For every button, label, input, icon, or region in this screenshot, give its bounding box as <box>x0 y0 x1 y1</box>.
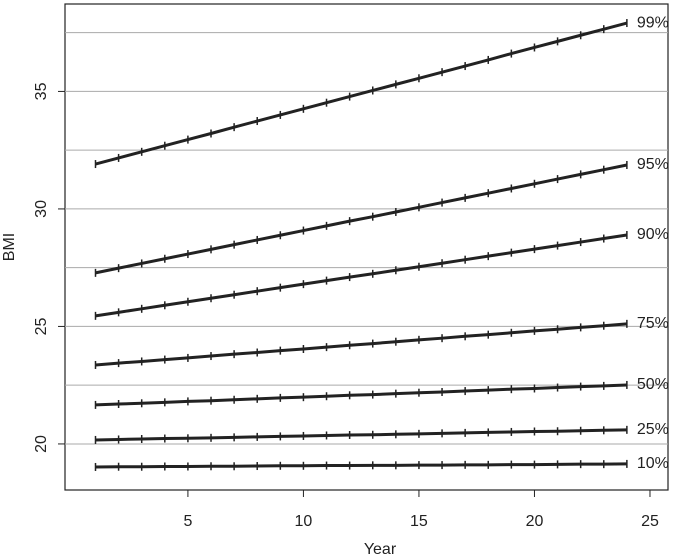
series-line <box>95 233 628 318</box>
x-tick-label: 5 <box>183 513 192 530</box>
x-tick-label: 25 <box>641 513 659 530</box>
legend-label: 99% <box>637 14 669 31</box>
legend-label: 50% <box>637 376 669 393</box>
series-line <box>95 462 627 469</box>
series-line <box>95 428 627 442</box>
x-tick-label: 20 <box>526 513 544 530</box>
y-tick-label: 35 <box>33 82 50 100</box>
plot-frame <box>64 3 669 491</box>
legend-label: 25% <box>637 421 669 438</box>
x-tick-label: 10 <box>295 513 313 530</box>
legend-label: 95% <box>637 156 669 173</box>
y-tick-label: 20 <box>33 435 50 453</box>
y-tick-label: 30 <box>33 200 50 218</box>
series-line <box>95 21 628 166</box>
series-line <box>95 383 627 407</box>
x-tick-label: 15 <box>410 513 428 530</box>
legend-label: 10% <box>637 455 669 472</box>
series-line <box>95 322 627 367</box>
series-line <box>95 163 628 275</box>
legend-label: 75% <box>637 315 669 332</box>
x-axis-label: Year <box>364 541 397 558</box>
y-tick-label: 25 <box>33 317 50 335</box>
legend-label: 90% <box>637 226 669 243</box>
y-axis-label: BMI <box>1 233 18 261</box>
